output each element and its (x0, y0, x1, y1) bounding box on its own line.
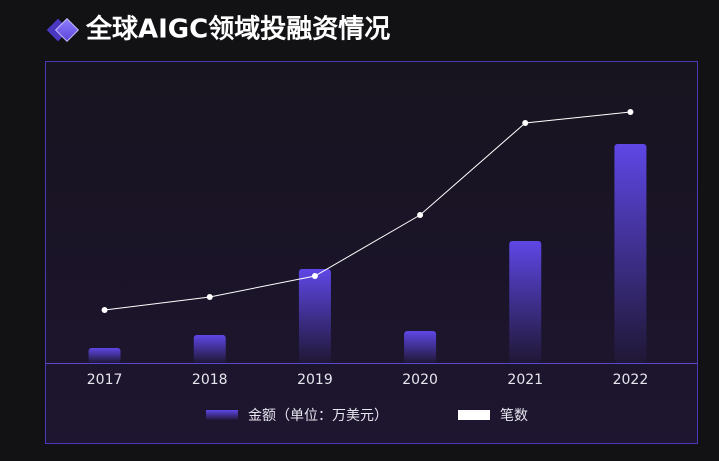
bar (614, 144, 647, 363)
x-tick-label: 2017 (87, 372, 123, 388)
x-tick-label: 2019 (297, 372, 333, 388)
plot-panel (45, 61, 698, 444)
legend-label: 金额（单位：万美元） (248, 408, 388, 424)
bar (193, 335, 226, 363)
line-point (627, 109, 634, 115)
legend-swatch (206, 410, 238, 420)
legend-swatch (458, 410, 490, 420)
x-tick-label: 2020 (402, 372, 438, 388)
bar (509, 241, 542, 363)
title-icon (46, 17, 80, 43)
line-point (311, 273, 318, 279)
line-point (206, 294, 213, 300)
x-tick-label: 2018 (192, 372, 228, 388)
line-point (417, 212, 424, 218)
line-point (101, 307, 108, 313)
chart-title: 全球AIGC领域投融资情况 (85, 14, 390, 45)
line (104, 111, 631, 311)
bar (298, 269, 331, 363)
x-tick-label: 2021 (507, 372, 543, 388)
bar (404, 331, 437, 363)
x-tick-label: 2022 (613, 372, 649, 388)
bar (88, 348, 121, 363)
line-point (522, 120, 529, 126)
legend-label: 笔数 (500, 408, 528, 424)
